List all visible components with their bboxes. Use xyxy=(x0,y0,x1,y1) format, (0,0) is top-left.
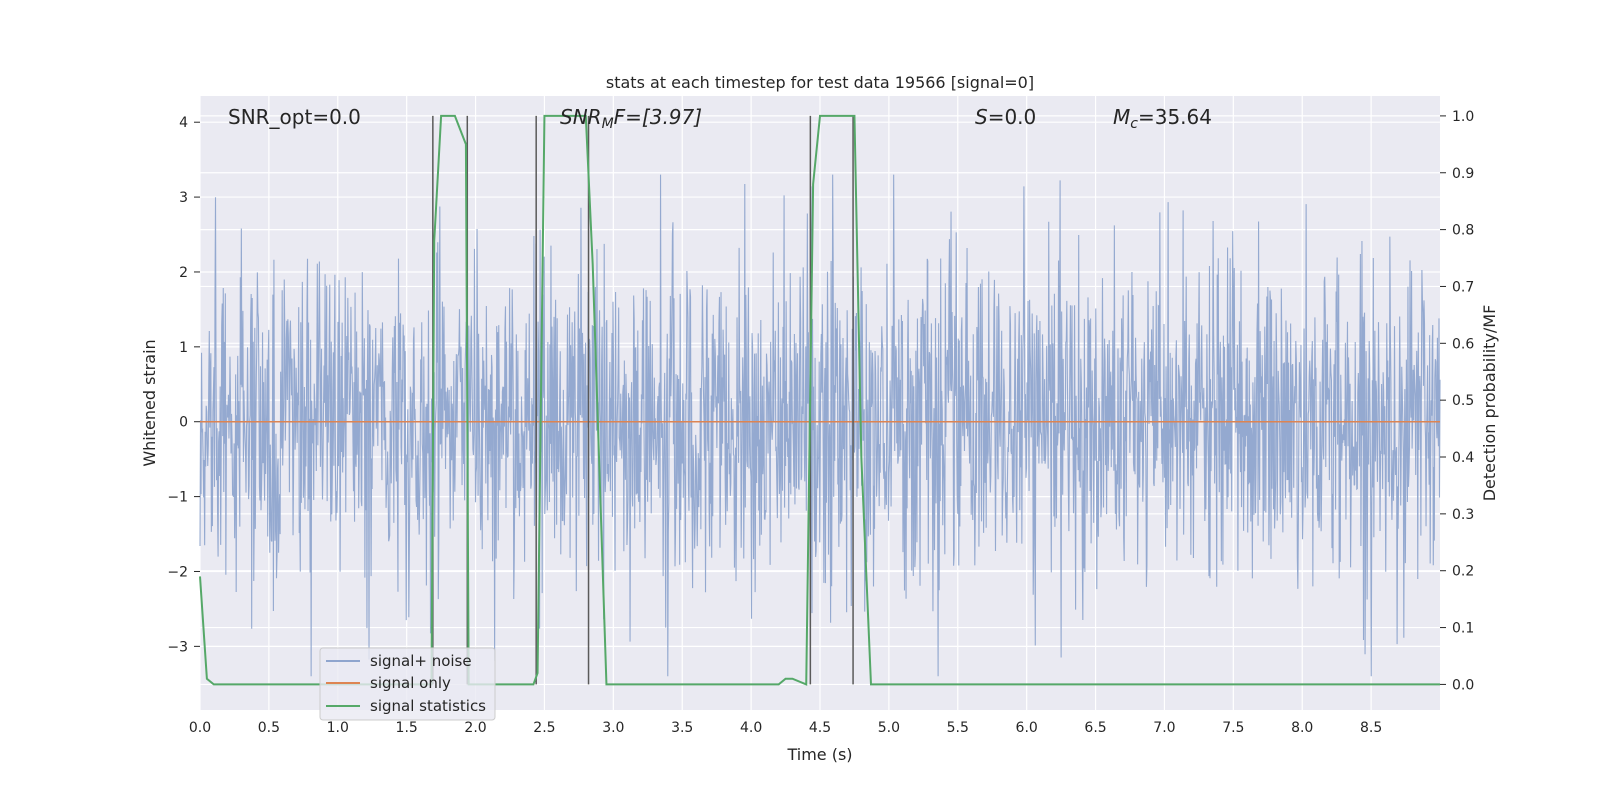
x-tick-label: 1.5 xyxy=(396,720,418,736)
y-right-tick-label: 0.0 xyxy=(1452,677,1474,693)
annotation-snr-mf: SNRMF=[3.97] xyxy=(560,105,702,132)
x-tick-label: 4.0 xyxy=(740,720,762,736)
y-right-tick-label: 0.9 xyxy=(1452,166,1474,182)
y-right-tick-label: 0.2 xyxy=(1452,564,1474,580)
y-right-tick-label: 0.3 xyxy=(1452,507,1474,523)
y-tick-label: −1 xyxy=(167,490,188,506)
x-tick-label: 6.5 xyxy=(1084,720,1106,736)
y-right-tick-label: 0.6 xyxy=(1452,336,1474,352)
legend-box xyxy=(319,647,496,721)
y-right-tick-label: 1.0 xyxy=(1452,109,1474,125)
y-tick-label: −2 xyxy=(167,564,188,580)
x-tick-label: 7.5 xyxy=(1222,720,1244,736)
legend-label-signal-statistics: signal statistics xyxy=(370,697,486,715)
y-right-tick-label: 0.5 xyxy=(1452,393,1474,409)
x-axis-ticks: 0.0 0.5 1.0 1.5 2.0 2.5 3.0 3.5 4.0 4.5 5.0 5.5 6.0 6… xyxy=(189,720,1382,736)
y-tick-label: 0 xyxy=(179,415,188,431)
x-tick-label: 3.5 xyxy=(671,720,693,736)
x-tick-label: 7.0 xyxy=(1153,720,1175,736)
x-tick-label: 3.0 xyxy=(602,720,624,736)
y-tick-label: 3 xyxy=(179,190,188,206)
y-right-tick-label: 0.8 xyxy=(1452,223,1474,239)
x-tick-label: 8.0 xyxy=(1291,720,1313,736)
x-tick-label: 8.5 xyxy=(1360,720,1382,736)
y-right-tick-label: 0.1 xyxy=(1452,621,1474,637)
y-tick-label: 1 xyxy=(179,340,188,356)
x-tick-label: 2.5 xyxy=(533,720,555,736)
y-axis-ticks: 4 3 2 1 0 −1 −2 −3 xyxy=(167,115,200,655)
y-tick-label: −3 xyxy=(167,639,188,655)
legend-label-signal-only: signal only xyxy=(370,674,451,692)
x-tick-label: 0.5 xyxy=(258,720,280,736)
annotation-snr-opt: SNR_opt=0.0 xyxy=(228,105,361,129)
y-right-axis-ticks: 1.0 0.9 0.8 0.7 0.6 0.5 0.4 0.3 0.2 0.1 0.0 xyxy=(1440,109,1474,693)
legend-label-signal-noise: signal+ noise xyxy=(370,652,472,670)
y-right-tick-label: 0.7 xyxy=(1452,279,1474,295)
x-tick-label: 0.0 xyxy=(189,720,211,736)
x-tick-label: 2.0 xyxy=(464,720,486,736)
noise-line xyxy=(199,174,1441,677)
legend: signal+ noise signal only signal statist… xyxy=(319,647,496,721)
y-axis-label: Whitened strain xyxy=(140,339,159,466)
x-tick-label: 1.0 xyxy=(327,720,349,736)
x-tick-label: 5.0 xyxy=(878,720,900,736)
annotation-s: S=0.0 xyxy=(975,105,1036,129)
series-signal-noise xyxy=(199,174,1441,677)
x-axis-label: Time (s) xyxy=(786,745,852,764)
y-tick-label: 4 xyxy=(179,115,188,131)
chart-title: stats at each timestep for test data 195… xyxy=(606,73,1034,92)
y-tick-label: 2 xyxy=(179,265,188,281)
x-tick-label: 6.0 xyxy=(1016,720,1038,736)
y-right-axis-label: Detection probability/MF xyxy=(1480,305,1499,502)
series-signal-statistics xyxy=(199,114,1440,686)
y-right-tick-label: 0.4 xyxy=(1452,450,1474,466)
x-tick-label: 4.5 xyxy=(809,720,831,736)
x-tick-label: 5.5 xyxy=(947,720,969,736)
annotation-mc: Mc=35.64 xyxy=(1113,105,1212,132)
